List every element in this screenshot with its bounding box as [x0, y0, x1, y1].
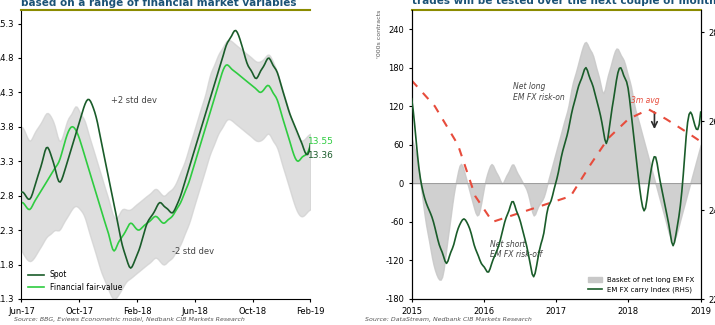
Text: Source: BBG, Eviews Econometric model, Nedbank CIB Markets Research: Source: BBG, Eviews Econometric model, N…: [14, 317, 245, 322]
Text: 3m avg: 3m avg: [631, 96, 660, 105]
Text: Net short
EM FX risk-off: Net short EM FX risk-off: [490, 240, 542, 259]
Text: -2 std dev: -2 std dev: [172, 247, 214, 256]
Text: Chart 1: Spot vs our financial fair value model on the rand,
based on a range of: Chart 1: Spot vs our financial fair valu…: [21, 0, 370, 8]
Text: '000s contracts: '000s contracts: [377, 10, 382, 58]
Text: 13.36: 13.36: [307, 151, 333, 160]
Text: Chart 2: Investor risk sentiment towards EM carry
trades will be tested over the: Chart 2: Investor risk sentiment towards…: [412, 0, 715, 6]
Text: 13.55: 13.55: [307, 137, 333, 147]
Text: Net long
EM FX risk-on: Net long EM FX risk-on: [513, 82, 565, 102]
Legend: Spot, Financial fair-value: Spot, Financial fair-value: [25, 267, 125, 295]
Text: +2 std dev: +2 std dev: [111, 96, 157, 105]
Legend: Basket of net long EM FX, EM FX carry Index (RHS): Basket of net long EM FX, EM FX carry In…: [585, 274, 697, 295]
Text: Source: DataStream, Nedbank CIB Markets Research: Source: DataStream, Nedbank CIB Markets …: [365, 317, 531, 322]
